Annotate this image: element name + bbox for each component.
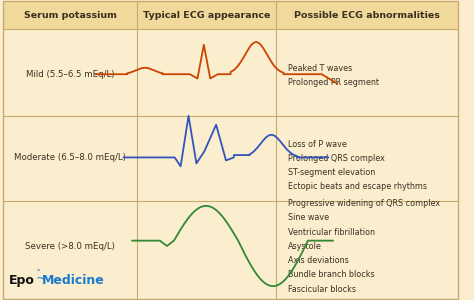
Text: Moderate (6.5–8.0 mEq/L): Moderate (6.5–8.0 mEq/L) — [14, 153, 126, 162]
Text: Peaked T waves: Peaked T waves — [288, 64, 352, 73]
Text: Sine wave: Sine wave — [288, 213, 328, 222]
Text: Progressive widening of QRS complex: Progressive widening of QRS complex — [288, 199, 440, 208]
Text: Ventricular fibrillation: Ventricular fibrillation — [288, 228, 374, 237]
Text: Axis deviations: Axis deviations — [288, 256, 348, 265]
Text: Mild (5.5–6.5 mEq/L): Mild (5.5–6.5 mEq/L) — [26, 70, 115, 79]
Text: Serum potassium: Serum potassium — [24, 11, 117, 20]
Text: Medicine: Medicine — [42, 274, 105, 287]
Text: Loss of P wave: Loss of P wave — [288, 140, 346, 148]
Text: Epo: Epo — [9, 274, 35, 287]
Text: Prolonged QRS complex: Prolonged QRS complex — [288, 154, 384, 163]
Text: Severe (>8.0 mEq/L): Severe (>8.0 mEq/L) — [25, 242, 115, 251]
Text: Typical ECG appearance: Typical ECG appearance — [143, 11, 271, 20]
Text: ~: ~ — [35, 272, 46, 285]
Text: Bundle branch blocks: Bundle branch blocks — [288, 270, 374, 279]
Text: Fascicular blocks: Fascicular blocks — [288, 285, 356, 294]
Text: Asystole: Asystole — [288, 242, 321, 251]
Text: ST-segment elevation: ST-segment elevation — [288, 168, 375, 177]
Text: Possible ECG abnormalities: Possible ECG abnormalities — [294, 11, 440, 20]
Text: Prolonged PR segment: Prolonged PR segment — [288, 78, 379, 87]
Text: Ectopic beats and escape rhythms: Ectopic beats and escape rhythms — [288, 182, 427, 191]
Bar — [3, 2, 458, 29]
